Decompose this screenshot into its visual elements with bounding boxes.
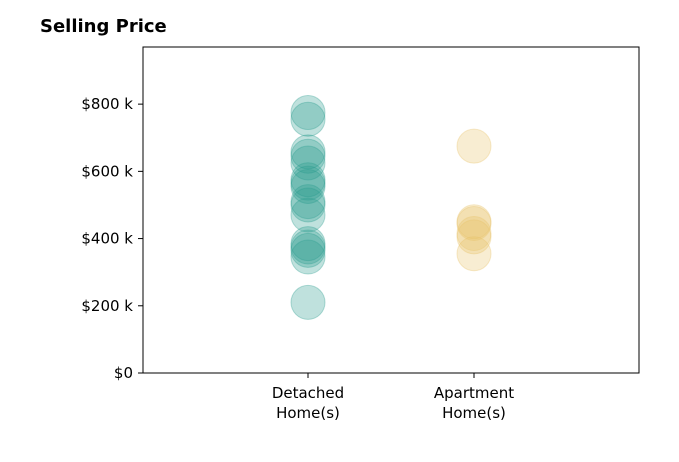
data-point xyxy=(290,239,326,275)
data-point xyxy=(290,134,326,170)
x-tick-label: Apartment Home(s) xyxy=(434,384,514,422)
chart-title: Selling Price xyxy=(40,16,167,37)
data-point xyxy=(290,232,326,268)
data-point xyxy=(456,219,492,255)
data-point xyxy=(290,184,326,220)
points-layer xyxy=(290,95,492,320)
y-tick-label: $800 k xyxy=(81,95,133,113)
data-point xyxy=(290,165,326,201)
data-point xyxy=(456,205,492,241)
data-point xyxy=(290,284,326,320)
data-point xyxy=(290,226,326,262)
data-point xyxy=(290,187,326,223)
data-point xyxy=(290,138,326,174)
data-point xyxy=(290,229,326,265)
data-point xyxy=(290,95,326,131)
y-tick-label: $400 k xyxy=(81,230,133,248)
data-point xyxy=(456,128,492,164)
data-point xyxy=(456,216,492,252)
y-tick-label: $200 k xyxy=(81,297,133,315)
data-point xyxy=(290,162,326,198)
data-point xyxy=(290,145,326,181)
data-point xyxy=(456,236,492,272)
x-axis: Detached Home(s) Apartment Home(s) xyxy=(272,373,514,422)
y-tick-label: $0 xyxy=(114,364,133,382)
y-tick-label: $600 k xyxy=(81,162,133,180)
data-point xyxy=(456,204,492,240)
plot-frame xyxy=(142,46,640,374)
data-point xyxy=(290,101,326,137)
data-point xyxy=(290,197,326,233)
y-axis: $0 $200 k $400 k $600 k $800 k xyxy=(81,95,143,382)
data-point xyxy=(290,168,326,204)
x-tick-label: Detached Home(s) xyxy=(272,384,344,422)
